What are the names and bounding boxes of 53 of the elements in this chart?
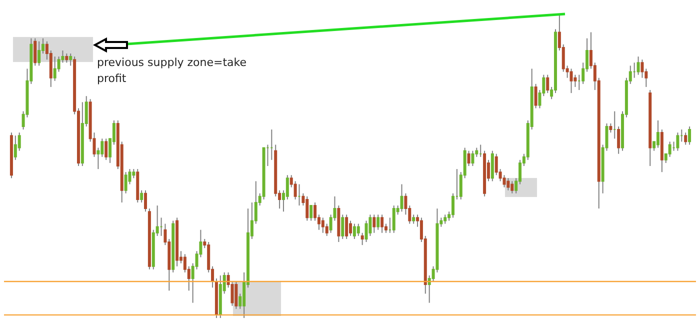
- candlestick: [306, 196, 309, 222]
- candlestick: [494, 153, 498, 176]
- candlestick: [14, 135, 17, 160]
- candlestick: [325, 223, 328, 236]
- candlestick: [574, 74, 577, 88]
- candlestick: [640, 59, 644, 78]
- candlestick: [321, 217, 324, 234]
- candlestick: [345, 214, 348, 240]
- candlestick: [467, 150, 470, 166]
- candlestick: [376, 214, 380, 230]
- candlestick: [294, 180, 297, 200]
- candlestick: [144, 190, 148, 212]
- candlestick: [451, 192, 454, 218]
- candlestick: [380, 214, 384, 234]
- candlestick: [372, 214, 376, 234]
- candlestick: [684, 132, 688, 146]
- candlestick: [104, 138, 108, 160]
- candlestick: [352, 223, 356, 240]
- candlestick: [510, 180, 514, 194]
- candlestick: [656, 120, 660, 148]
- candlestick: [34, 38, 37, 66]
- candlestick: [38, 40, 41, 66]
- candlestick: [140, 190, 144, 203]
- candlestick: [546, 74, 550, 94]
- candlestick: [668, 141, 672, 158]
- candlestick: [617, 126, 620, 154]
- candlestick: [310, 205, 313, 222]
- candlestick: [609, 122, 612, 134]
- candlestick: [234, 281, 238, 310]
- candlestick: [314, 202, 317, 222]
- candlestick: [69, 53, 72, 66]
- candlestick: [471, 150, 474, 166]
- candlestick: [392, 205, 396, 234]
- candlestick: [286, 174, 289, 200]
- candlestick: [444, 214, 447, 224]
- candlestick: [349, 220, 352, 236]
- candlestick: [100, 138, 104, 158]
- candlestick: [676, 132, 680, 152]
- candlestick: [65, 53, 68, 64]
- candlestick: [412, 214, 416, 224]
- candlestick: [124, 172, 128, 194]
- candlestick: [506, 178, 510, 191]
- candlestick: [570, 68, 573, 94]
- annotation: previous supply zone=take profit: [97, 55, 248, 87]
- candlestick: [360, 232, 364, 246]
- candlestick: [534, 83, 538, 109]
- candlestick: [688, 126, 692, 146]
- candlestick: [132, 168, 136, 179]
- candlestick: [636, 56, 640, 76]
- candlestick: [341, 214, 344, 240]
- candlestick: [400, 184, 404, 212]
- candlestick: [53, 56, 56, 82]
- candlestick: [356, 223, 360, 236]
